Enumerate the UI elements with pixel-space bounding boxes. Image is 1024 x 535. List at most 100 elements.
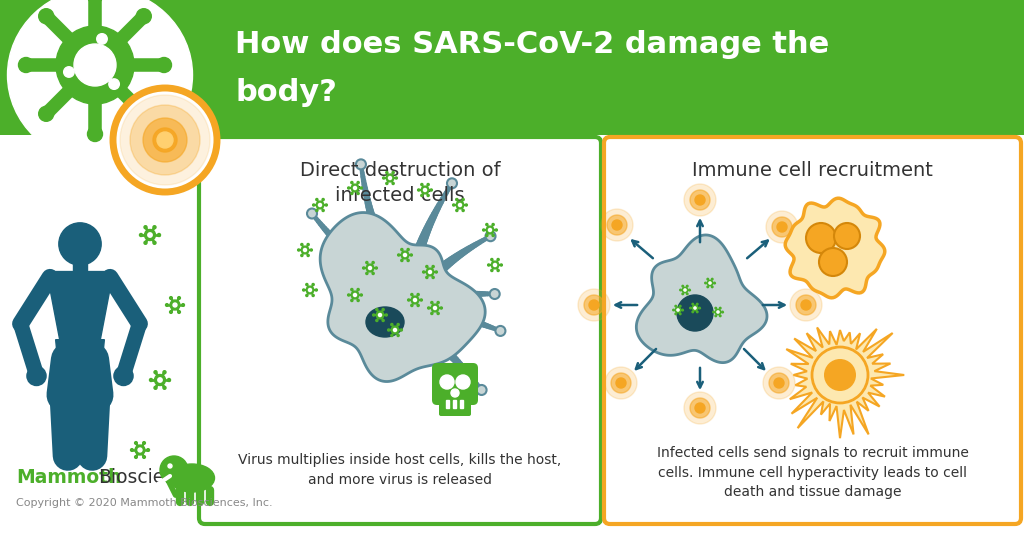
Circle shape [357, 181, 359, 184]
Circle shape [163, 386, 166, 389]
Circle shape [366, 272, 368, 274]
Circle shape [412, 296, 419, 304]
Circle shape [375, 267, 378, 269]
Ellipse shape [170, 464, 214, 492]
Circle shape [397, 254, 399, 256]
Circle shape [391, 334, 393, 337]
Circle shape [135, 445, 145, 455]
Circle shape [114, 366, 133, 386]
Circle shape [376, 309, 378, 311]
Circle shape [421, 186, 429, 194]
Circle shape [391, 324, 393, 326]
Circle shape [18, 57, 34, 73]
Circle shape [360, 187, 362, 189]
Circle shape [388, 177, 391, 180]
Circle shape [153, 241, 156, 244]
Circle shape [87, 126, 102, 141]
Circle shape [388, 329, 390, 331]
Circle shape [675, 305, 677, 307]
Circle shape [383, 177, 385, 179]
Ellipse shape [55, 456, 72, 464]
Circle shape [696, 303, 698, 305]
Circle shape [397, 334, 399, 337]
Circle shape [120, 95, 210, 185]
FancyBboxPatch shape [439, 396, 471, 416]
Circle shape [777, 222, 787, 232]
Circle shape [393, 328, 396, 332]
FancyBboxPatch shape [0, 0, 1024, 135]
Circle shape [769, 373, 790, 393]
Circle shape [385, 314, 387, 316]
Circle shape [493, 234, 495, 236]
Circle shape [312, 284, 314, 286]
Circle shape [819, 248, 847, 276]
Circle shape [682, 309, 683, 311]
Circle shape [411, 294, 413, 296]
Circle shape [353, 187, 356, 189]
Circle shape [113, 88, 217, 192]
Circle shape [766, 211, 798, 243]
Circle shape [418, 189, 420, 191]
Circle shape [705, 282, 707, 284]
Circle shape [318, 203, 322, 207]
Circle shape [426, 277, 428, 279]
Circle shape [459, 203, 462, 207]
Circle shape [160, 456, 188, 484]
Circle shape [386, 172, 388, 173]
Circle shape [168, 378, 171, 381]
Circle shape [178, 296, 180, 300]
Circle shape [437, 312, 439, 315]
Circle shape [806, 223, 836, 253]
Circle shape [485, 231, 496, 241]
Circle shape [351, 184, 358, 192]
Circle shape [170, 311, 172, 314]
Circle shape [485, 234, 487, 236]
Circle shape [447, 178, 457, 188]
Circle shape [612, 220, 622, 230]
Circle shape [435, 271, 437, 273]
Circle shape [315, 209, 317, 211]
Circle shape [391, 326, 399, 334]
Circle shape [684, 392, 716, 424]
Circle shape [357, 300, 359, 302]
Circle shape [680, 305, 681, 307]
Circle shape [496, 326, 506, 336]
Circle shape [426, 265, 428, 268]
Circle shape [411, 304, 413, 307]
Circle shape [790, 289, 822, 321]
Circle shape [431, 304, 439, 312]
Circle shape [834, 223, 860, 249]
Circle shape [136, 9, 152, 24]
Circle shape [707, 278, 709, 280]
Ellipse shape [88, 456, 104, 464]
Circle shape [382, 319, 384, 322]
Circle shape [682, 285, 683, 287]
Circle shape [298, 249, 300, 251]
Circle shape [437, 302, 439, 303]
Circle shape [146, 449, 150, 452]
Circle shape [462, 198, 464, 201]
Text: Immune cell recruitment: Immune cell recruitment [692, 161, 933, 180]
Circle shape [722, 311, 723, 313]
Circle shape [143, 118, 187, 162]
Circle shape [476, 385, 486, 395]
Circle shape [411, 254, 413, 256]
Circle shape [373, 314, 375, 316]
FancyBboxPatch shape [199, 137, 601, 524]
Circle shape [139, 233, 142, 236]
Circle shape [682, 293, 683, 295]
Circle shape [497, 270, 500, 271]
Circle shape [326, 204, 328, 206]
Text: How does SARS-CoV-2 damage the: How does SARS-CoV-2 damage the [234, 30, 829, 59]
Ellipse shape [366, 307, 404, 337]
Circle shape [423, 271, 425, 273]
Circle shape [772, 217, 792, 237]
Circle shape [712, 286, 713, 288]
Circle shape [357, 288, 359, 291]
Circle shape [323, 198, 325, 201]
Circle shape [315, 198, 317, 201]
Circle shape [401, 251, 409, 259]
Circle shape [138, 448, 142, 452]
Circle shape [432, 277, 434, 279]
Circle shape [153, 128, 177, 152]
